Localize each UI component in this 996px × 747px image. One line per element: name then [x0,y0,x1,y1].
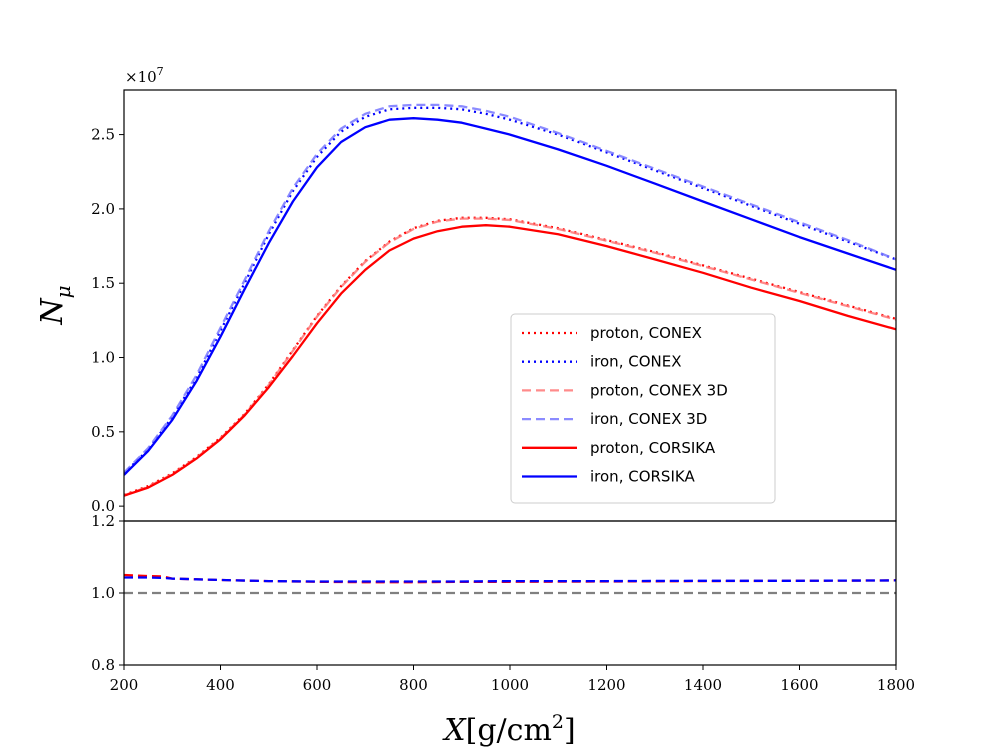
x-tick-label: 400 [206,676,235,694]
y-tick-label: 0.0 [91,497,115,515]
y-axis-title: Nμ [35,285,75,325]
series-line [124,106,896,475]
series-line [124,103,896,474]
series-line [124,117,896,476]
series-line [124,217,896,497]
x-tick-label: 600 [303,676,332,694]
x-tick-label: 1000 [491,676,529,694]
x-tick-label: 200 [110,676,139,694]
legend-label: iron, CONEX 3D [590,410,707,428]
series-line [124,216,896,497]
x-axis-title: X[g/cm2] [442,711,575,747]
series-line [124,224,896,497]
offset-label: ×107 [125,65,164,86]
x-tick-label: 800 [399,676,428,694]
legend: proton, CONEX iron, CONEX proton, CONEX 3D… [510,313,776,504]
y-tick-label: 2.5 [91,126,115,144]
legend-label: proton, CONEX 3D [590,381,728,399]
main-plot-panel: 0.0 0.5 1.0 1.5 2.0 2.5 ×107 Nμ [35,65,897,522]
x-tick-label: 1800 [877,676,915,694]
y-tick-label: 1.0 [91,349,115,367]
y-tick-label: 1.2 [91,512,115,530]
ratio-plot-panel: 0.8 1.0 1.2 200 400 600 800 1000 1200 1400 1600 180… [91,512,915,747]
y-tick-label: 0.5 [91,423,115,441]
legend-label: iron, CORSIKA [590,468,695,486]
legend-label: proton, CONEX [590,324,702,342]
x-tick-label: 1200 [587,676,625,694]
x-tick-label: 1600 [780,676,818,694]
plot-frame [123,89,897,522]
legend-label: iron, CONEX [590,353,681,371]
legend-label: proton, CORSIKA [590,439,716,457]
y-tick-label: 1.0 [91,584,115,602]
y-tick-label: 1.5 [91,274,115,292]
ratio-series-line [124,576,896,583]
y-tick-label: 2.0 [91,200,115,218]
y-tick-label: 0.8 [91,656,115,674]
x-tick-label: 1400 [684,676,722,694]
